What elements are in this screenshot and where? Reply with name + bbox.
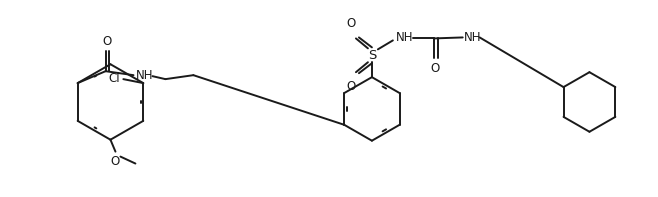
Text: O: O	[346, 80, 355, 93]
Text: O: O	[102, 35, 111, 48]
Text: Cl: Cl	[109, 72, 120, 85]
Text: O: O	[346, 18, 355, 31]
Text: O: O	[430, 62, 440, 75]
Text: S: S	[368, 49, 376, 62]
Text: O: O	[111, 155, 120, 168]
Text: NH: NH	[396, 31, 413, 44]
Text: NH: NH	[464, 31, 481, 44]
Text: NH: NH	[136, 69, 153, 82]
